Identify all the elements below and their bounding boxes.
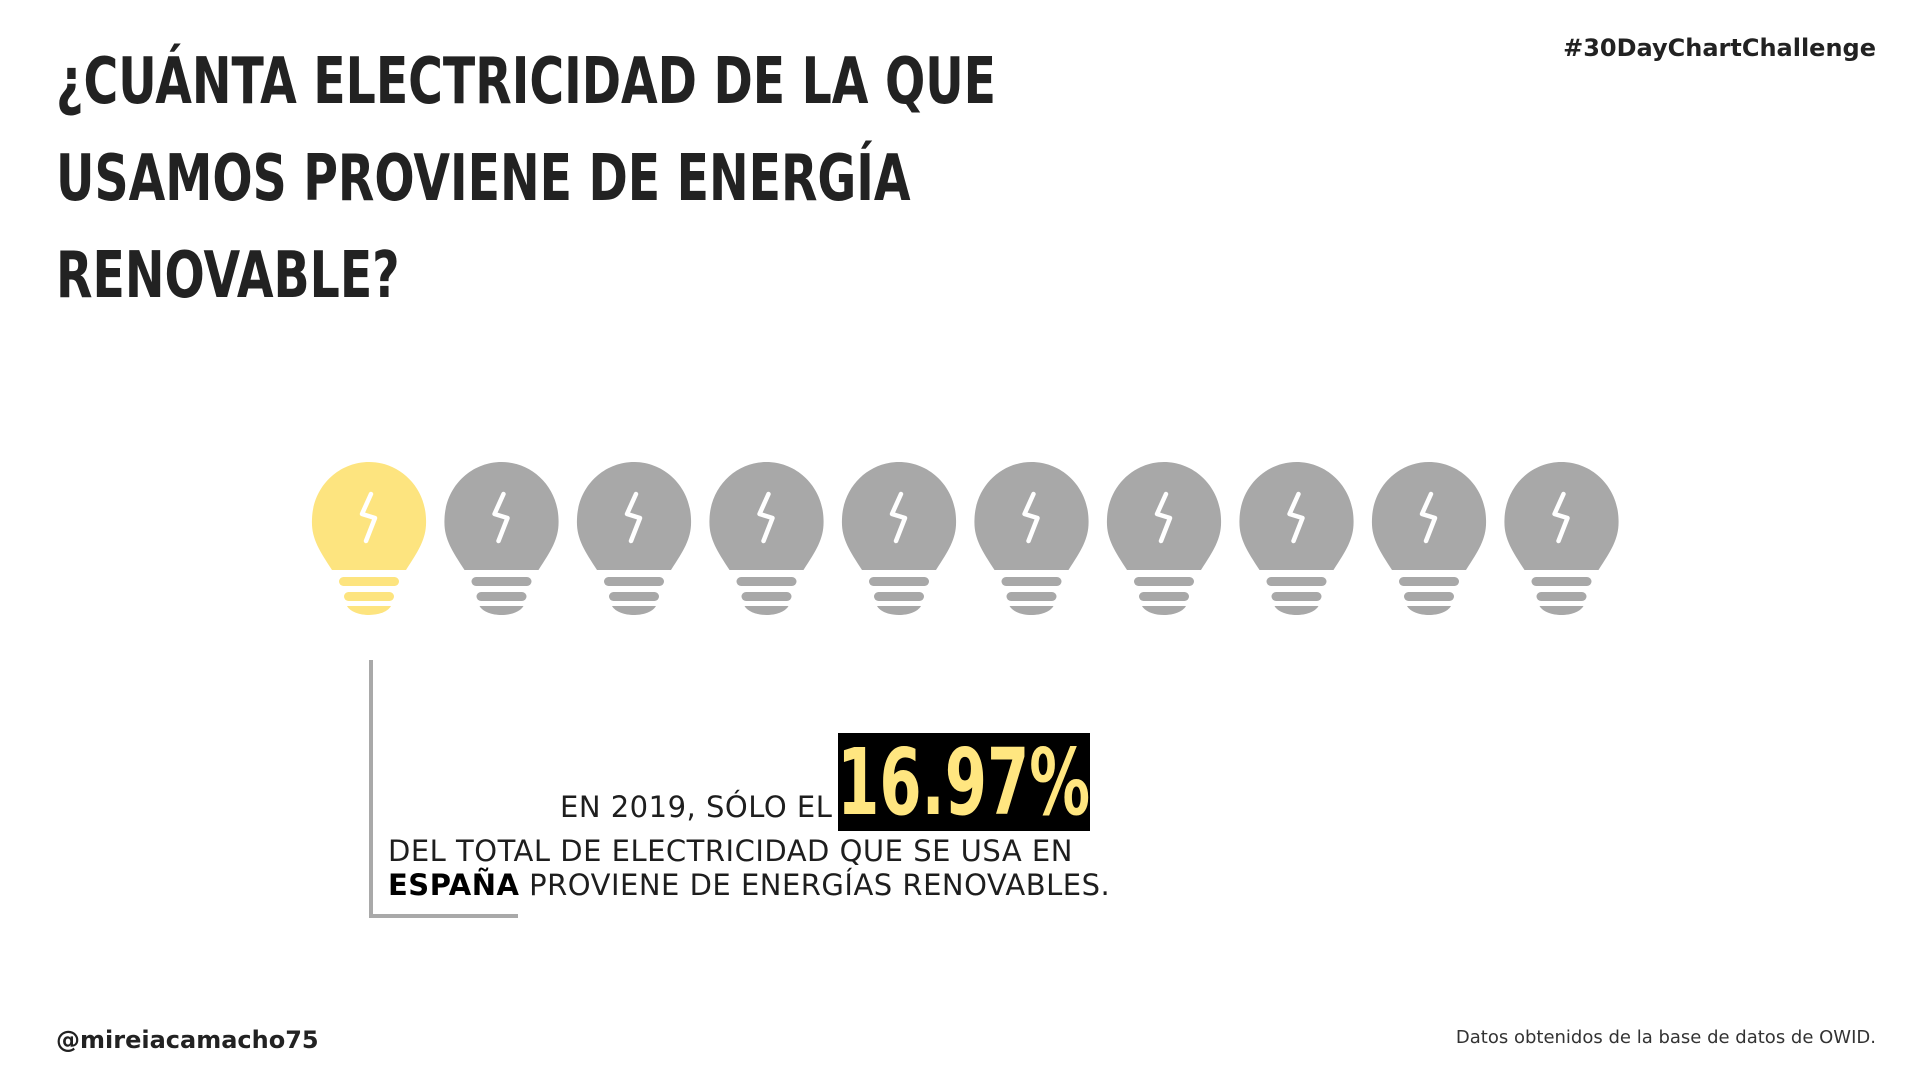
light-bulb-icon [841, 462, 957, 615]
bulb-tip [1142, 606, 1186, 615]
annotation-prefix: EN 2019, SÓLO EL [560, 790, 833, 824]
bulb-base-ring [1536, 592, 1587, 601]
bulb-tip [744, 606, 789, 615]
bulb-filament [492, 491, 510, 544]
bulb-base-ring [1001, 577, 1062, 586]
hashtag-label: #30DayChartChallenge [1563, 34, 1876, 62]
bulb-tip [612, 606, 656, 615]
bulb-base-ring [471, 577, 532, 586]
highlight-value: 16.97% [838, 733, 1090, 831]
annotation-line3: ESPAÑA PROVIENE DE ENERGÍAS RENOVABLES. [388, 868, 1110, 902]
bulb-base-ring [741, 592, 792, 601]
bulb-base-ring [344, 592, 394, 601]
annotation-body: DEL TOTAL DE ELECTRICIDAD QUE SE USA EN … [388, 834, 1110, 902]
highlight-value-box: 16.97% [838, 733, 1090, 831]
bulb-filament [757, 491, 775, 544]
bulb-tip [479, 606, 524, 615]
bulb-base-ring [736, 577, 797, 586]
light-bulb-icon [1504, 462, 1619, 615]
bulb-base-ring [869, 577, 929, 586]
title-line: RENOVABLE? [56, 239, 400, 313]
annotation-bracket-horizontal [369, 914, 518, 918]
bulb-filament [1154, 491, 1173, 544]
bulb-tip [1009, 606, 1054, 615]
chart-title: ¿CUÁNTA ELECTRICIDAD DE LA QUE USAMOS PR… [56, 34, 996, 325]
bulb-base-ring [476, 592, 527, 601]
bulb-base-ring [1531, 577, 1592, 586]
bulb-base-ring [1139, 592, 1189, 601]
bulb-filament [1022, 491, 1040, 544]
bulb-tip [347, 606, 391, 615]
bulb-base-ring [339, 577, 399, 586]
bulb-base-ring [1271, 592, 1322, 601]
country-name: ESPAÑA [388, 868, 520, 902]
light-bulb-icon [1371, 462, 1487, 615]
bulb-base-ring [1006, 592, 1057, 601]
author-handle: @mireiacamacho75 [56, 1026, 319, 1054]
bulb-tip [1407, 606, 1451, 615]
light-bulb-icon [1239, 462, 1354, 615]
bulb-tip [877, 606, 921, 615]
annotation-line3-rest: PROVIENE DE ENERGÍAS RENOVABLES. [519, 868, 1111, 902]
light-bulb-icon [709, 462, 824, 615]
title-line: USAMOS PROVIENE DE ENERGÍA [56, 142, 911, 216]
bulb-filament [359, 491, 378, 544]
bulb-base-ring [1134, 577, 1194, 586]
bulb-base-ring [1266, 577, 1327, 586]
light-bulb-icon [974, 462, 1089, 615]
title-line: ¿CUÁNTA ELECTRICIDAD DE LA QUE [56, 45, 997, 119]
bulb-base-ring [1404, 592, 1454, 601]
annotation-bracket-vertical [369, 660, 373, 918]
bulb-base-ring [609, 592, 659, 601]
light-bulb-icon [1106, 462, 1222, 615]
bulb-base-ring [874, 592, 924, 601]
light-bulb-icon [444, 462, 559, 615]
bulb-base-ring [604, 577, 664, 586]
bulb-tip [1274, 606, 1319, 615]
source-note: Datos obtenidos de la base de datos de O… [1455, 1027, 1876, 1048]
bulb-filament [624, 491, 643, 544]
light-bulb-icon [576, 462, 692, 615]
bulb-filament [1419, 491, 1438, 544]
bulb-base-ring [1399, 577, 1459, 586]
bulb-tip [1539, 606, 1584, 615]
annotation-line2: DEL TOTAL DE ELECTRICIDAD QUE SE USA EN [388, 834, 1073, 868]
bulb-filament [1287, 491, 1305, 544]
bulb-filament [889, 491, 908, 544]
light-bulb-icon-lit [311, 462, 427, 615]
bulb-filament [1552, 491, 1570, 544]
